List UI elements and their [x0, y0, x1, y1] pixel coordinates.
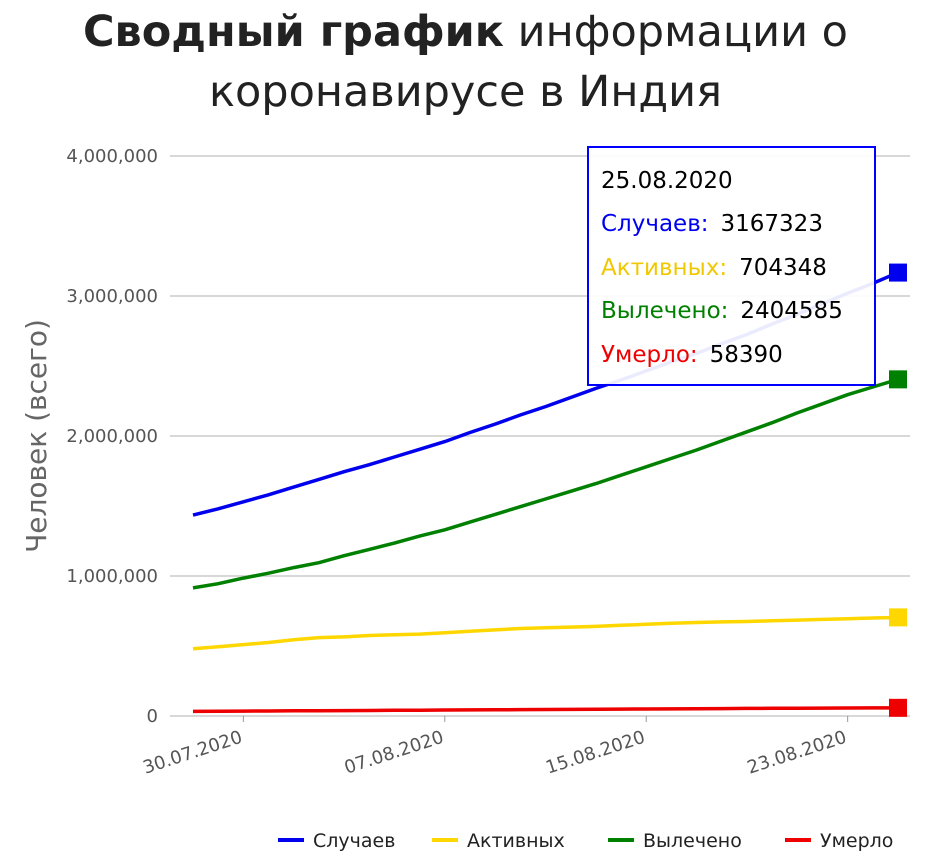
tooltip-row-cases: Случаев: 3167323 — [601, 211, 823, 237]
chart-title-regular: информации о коронавирусе в Индия — [209, 7, 848, 117]
x-tick-label: 15.08.2020 — [543, 727, 648, 779]
x-tick-label: 07.08.2020 — [342, 727, 447, 779]
chart-title-bold: Сводный график — [82, 7, 504, 57]
y-axis-label: Человек (всего) — [20, 319, 53, 553]
y-tick-label: 4,000,000 — [66, 146, 158, 167]
x-tick-label: 23.08.2020 — [745, 727, 850, 779]
tooltip-value-recovered: 2404585 — [740, 298, 843, 324]
tooltip-label-recovered: Вылечено: — [601, 298, 729, 324]
series-marker-recovered — [889, 370, 907, 389]
tooltip-row-active: Активных: 704348 — [601, 255, 827, 281]
tooltip-label-active: Активных: — [601, 255, 728, 281]
tooltip-date: 25.08.2020 — [601, 168, 733, 194]
tooltip-value-deaths: 58390 — [709, 342, 783, 368]
y-tick-label: 1,000,000 — [66, 566, 158, 587]
x-tick-label: 30.07.2020 — [140, 727, 245, 779]
x-axis-ticks: 30.07.2020 07.08.2020 15.08.2020 23.08.2020 — [140, 716, 849, 779]
series-marker-active — [889, 608, 907, 627]
y-tick-label: 2,000,000 — [66, 426, 158, 447]
tooltip: 25.08.2020 Случаев: 3167323 Активных: 7043… — [587, 146, 876, 386]
tooltip-label-deaths: Умерло: — [601, 342, 698, 368]
tooltip-row-deaths: Умерло: 58390 — [601, 342, 783, 368]
y-axis-ticks: 0 1,000,000 2,000,000 3,000,000 4,000,000 — [66, 146, 158, 727]
series-marker-deaths — [889, 698, 907, 717]
legend-label-cases[interactable]: Случаев — [313, 830, 395, 852]
series-line-active — [192, 615, 899, 651]
legend-label-active[interactable]: Активных — [467, 830, 565, 852]
tooltip-value-active: 704348 — [739, 255, 827, 281]
tooltip-label-cases: Случаев: — [601, 211, 709, 237]
legend-label-recovered[interactable]: Вылечено — [643, 830, 742, 852]
legend[interactable]: Случаев Активных Вылечено Умерло — [278, 830, 893, 852]
series-line-recovered — [192, 377, 899, 590]
tooltip-row-recovered: Вылечено: 2404585 — [601, 298, 843, 324]
tooltip-value-cases: 3167323 — [720, 211, 823, 237]
chart-title: Сводный график информации о коронавирусе… — [0, 2, 931, 122]
series-marker-cases — [889, 263, 907, 282]
legend-label-deaths[interactable]: Умерло — [820, 830, 893, 852]
y-tick-label: 0 — [147, 706, 158, 727]
y-tick-label: 3,000,000 — [66, 286, 158, 307]
series-line-deaths — [192, 706, 899, 714]
